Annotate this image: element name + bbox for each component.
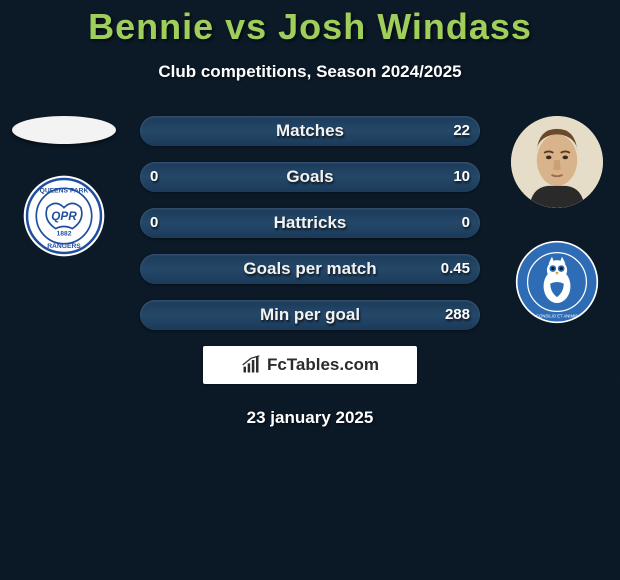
stat-row: Matches22 bbox=[140, 116, 480, 146]
swfc-badge-icon: CONSILIO ET ANIMIS bbox=[515, 240, 599, 324]
stat-row: 0Goals10 bbox=[140, 162, 480, 192]
chart-icon bbox=[241, 355, 261, 375]
stat-right-value: 22 bbox=[453, 116, 470, 146]
club-badge-right: CONSILIO ET ANIMIS bbox=[515, 240, 599, 324]
qpr-badge-icon: QUEENS PARK RANGERS QPR 1882 bbox=[22, 174, 106, 258]
player-avatar-left bbox=[12, 116, 116, 144]
club-badge-left: QUEENS PARK RANGERS QPR 1882 bbox=[22, 174, 106, 258]
svg-text:QPR: QPR bbox=[51, 210, 77, 223]
left-player-column: QUEENS PARK RANGERS QPR 1882 bbox=[6, 116, 121, 258]
stats-bars: Matches220Goals100Hattricks0Goals per ma… bbox=[140, 116, 480, 330]
stat-right-value: 288 bbox=[445, 300, 470, 330]
stat-label: Hattricks bbox=[140, 208, 480, 238]
svg-text:RANGERS: RANGERS bbox=[47, 243, 81, 250]
page-title: Bennie vs Josh Windass bbox=[0, 0, 620, 48]
footer-site-badge: FcTables.com bbox=[203, 346, 417, 384]
comparison-card: Bennie vs Josh Windass Club competitions… bbox=[0, 0, 620, 580]
stat-right-value: 0.45 bbox=[441, 254, 470, 284]
stat-label: Goals per match bbox=[140, 254, 480, 284]
right-player-column: CONSILIO ET ANIMIS bbox=[499, 116, 614, 324]
svg-text:CONSILIO ET ANIMIS: CONSILIO ET ANIMIS bbox=[536, 313, 578, 318]
stat-right-value: 0 bbox=[462, 208, 470, 238]
stat-row: Goals per match0.45 bbox=[140, 254, 480, 284]
player-avatar-right bbox=[511, 116, 603, 208]
footer-site-text: FcTables.com bbox=[267, 355, 379, 375]
stat-right-value: 10 bbox=[453, 162, 470, 192]
date-text: 23 january 2025 bbox=[0, 408, 620, 428]
stat-label: Goals bbox=[140, 162, 480, 192]
compare-area: QUEENS PARK RANGERS QPR 1882 bbox=[0, 116, 620, 330]
stat-row: Min per goal288 bbox=[140, 300, 480, 330]
svg-text:QUEENS PARK: QUEENS PARK bbox=[39, 187, 88, 194]
stat-label: Min per goal bbox=[140, 300, 480, 330]
page-subtitle: Club competitions, Season 2024/2025 bbox=[0, 62, 620, 82]
badge-year: 1882 bbox=[56, 230, 71, 237]
stat-label: Matches bbox=[140, 116, 480, 146]
stat-row: 0Hattricks0 bbox=[140, 208, 480, 238]
